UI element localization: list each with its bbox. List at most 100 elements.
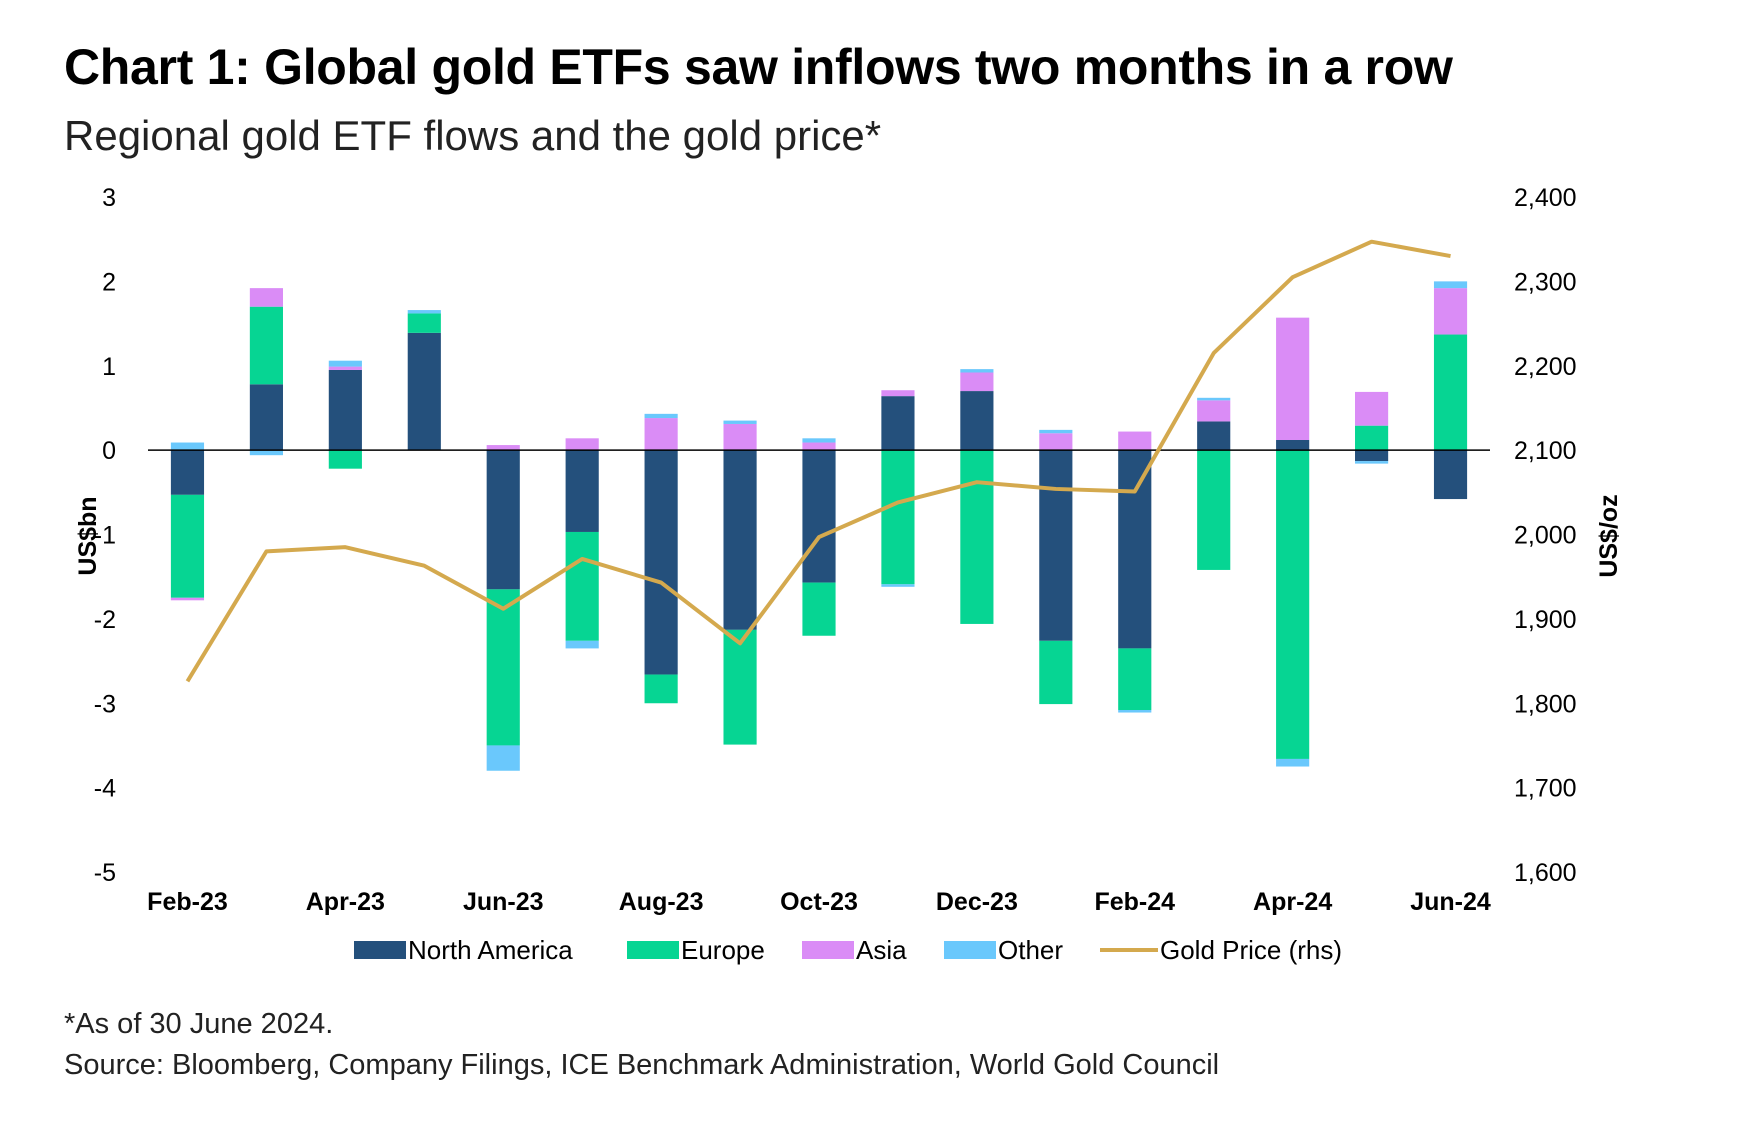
bar-asia-jan-24: [1039, 433, 1073, 451]
bar-asia-oct-23: [802, 442, 836, 451]
gold-price-line: [185, 239, 1451, 683]
y2-tick-label: 2,000: [1514, 522, 1577, 550]
x-tick-label: Jun-24: [1410, 888, 1491, 916]
y2-tick-label: 1,800: [1514, 690, 1577, 718]
bar-asia-jun-24: [1433, 288, 1468, 335]
chart-title: Chart 1: Global gold ETFs saw inflows tw…: [64, 39, 1453, 95]
x-tick-label: Oct-23: [780, 888, 858, 916]
bar-north-america-may-23: [407, 332, 441, 451]
bar-europe-oct-23: [802, 582, 836, 636]
bar-north-america-jun-23: [486, 450, 520, 590]
legend-label: North America: [408, 935, 573, 965]
bar-europe-sep-23: [723, 629, 757, 745]
bar-north-america-mar-24: [1197, 421, 1231, 451]
bar-north-america-aug-23: [644, 450, 678, 675]
legend-label: Asia: [856, 935, 907, 965]
legend-label: Gold Price (rhs): [1160, 935, 1342, 965]
bar-north-america-may-24: [1355, 450, 1389, 462]
source-note: Source: Bloomberg, Company Filings, ICE …: [64, 1049, 1220, 1081]
x-tick-label: Feb-23: [147, 888, 228, 916]
bar-other-aug-23: [644, 413, 678, 419]
y2-tick-label: 2,100: [1514, 437, 1577, 465]
bar-europe-apr-23: [328, 450, 362, 469]
bar-other-mar-24: [1197, 397, 1231, 401]
bar-asia-dec-23: [960, 372, 994, 392]
left-axis-ticks: 3 2 1 0 -1 -2 -3 -4 -5: [94, 184, 116, 887]
x-tick-label: Aug-23: [619, 888, 704, 916]
y-tick-label: -1: [94, 522, 116, 550]
bar-north-america-jul-23: [565, 450, 599, 532]
x-tick-label: Apr-23: [306, 888, 385, 916]
y2-tick-label: 1,900: [1514, 606, 1577, 634]
bar-asia-aug-23: [644, 418, 678, 451]
right-axis-ticks: 2,400 2,300 2,200 2,100 2,000 1,900 1,800 1,700…: [1514, 184, 1577, 887]
bar-europe-jun-24: [1433, 334, 1468, 451]
footnote: *As of 30 June 2024.: [64, 1008, 334, 1040]
y2-tick-label: 1,700: [1514, 775, 1577, 803]
bar-other-feb-24: [1118, 710, 1152, 713]
bar-europe-feb-24: [1118, 648, 1152, 710]
bar-north-america-mar-23: [249, 384, 283, 451]
y-tick-label: 3: [102, 184, 116, 212]
bar-north-america-feb-24: [1118, 450, 1152, 649]
y-tick-label: 0: [102, 437, 116, 465]
bar-other-feb-23: [170, 442, 205, 451]
bar-europe-feb-23: [170, 494, 205, 598]
bar-other-nov-23: [881, 584, 915, 587]
bar-europe-jun-23: [486, 589, 520, 746]
bar-asia-sep-23: [723, 423, 757, 451]
bar-other-jun-24: [1433, 281, 1468, 289]
bar-asia-mar-23: [249, 288, 283, 307]
bar-asia-mar-24: [1197, 400, 1231, 422]
x-tick-label: Jun-23: [463, 888, 544, 916]
bar-europe-jan-24: [1039, 640, 1073, 705]
legend-label: Other: [998, 935, 1063, 965]
bar-europe-apr-24: [1276, 450, 1310, 759]
bar-asia-jun-23: [486, 445, 520, 451]
y-tick-label: -4: [94, 775, 116, 803]
bar-other-jan-24: [1039, 429, 1073, 434]
y-tick-label: -3: [94, 690, 116, 718]
left-axis-title: US$bn: [74, 496, 102, 575]
bar-other-jul-23: [565, 640, 599, 649]
legend-swatch-other: [944, 941, 996, 959]
bar-asia-nov-23: [881, 390, 915, 397]
bar-north-america-sep-23: [723, 450, 757, 630]
bar-europe-may-24: [1355, 425, 1389, 451]
bar-asia-feb-23: [170, 597, 205, 601]
legend-swatch-asia: [802, 941, 854, 959]
chart-subtitle: Regional gold ETF flows and the gold pri…: [64, 112, 882, 159]
bar-europe-nov-23: [881, 450, 915, 585]
bar-north-america-jan-24: [1039, 450, 1073, 641]
bar-north-america-oct-23: [802, 450, 836, 583]
bar-other-apr-24: [1276, 758, 1310, 767]
bar-other-may-23: [407, 310, 441, 314]
bar-other-oct-23: [802, 438, 836, 443]
bar-other-apr-23: [328, 360, 362, 367]
x-tick-label: Feb-24: [1094, 888, 1175, 916]
chart-svg: 3 2 1 0 -1 -2 -3 -4 -5 2,400 2,300 2,200 2,100 2,000…: [74, 184, 1623, 965]
bar-asia-apr-24: [1276, 317, 1310, 440]
bar-europe-jul-23: [565, 531, 599, 641]
bar-north-america-dec-23: [960, 391, 994, 451]
x-axis-ticks: Feb-23 Apr-23 Jun-23 Aug-23 Oct-23 Dec-23 Feb-…: [147, 888, 1491, 916]
x-tick-label: Apr-24: [1253, 888, 1332, 916]
bar-north-america-feb-23: [170, 450, 205, 495]
y-tick-label: 1: [102, 353, 116, 381]
bar-other-mar-23: [249, 450, 283, 456]
y-tick-label: -5: [94, 859, 116, 887]
y2-tick-label: 2,400: [1514, 184, 1577, 212]
legend: North America Europe Asia Other Gold Price (…: [354, 935, 1342, 965]
y2-tick-label: 1,600: [1514, 859, 1577, 887]
bar-north-america-apr-23: [328, 369, 362, 451]
legend-swatch-north-america: [354, 941, 406, 959]
bar-europe-aug-23: [644, 674, 678, 704]
legend-swatch-europe: [627, 941, 679, 959]
bar-north-america-apr-24: [1276, 440, 1310, 451]
bar-north-america-jun-24: [1433, 450, 1468, 500]
x-tick-label: Dec-23: [936, 888, 1018, 916]
bar-other-dec-23: [960, 369, 994, 373]
bar-asia-may-24: [1355, 391, 1389, 426]
y2-tick-label: 2,300: [1514, 268, 1577, 296]
bar-asia-jul-23: [565, 438, 599, 451]
